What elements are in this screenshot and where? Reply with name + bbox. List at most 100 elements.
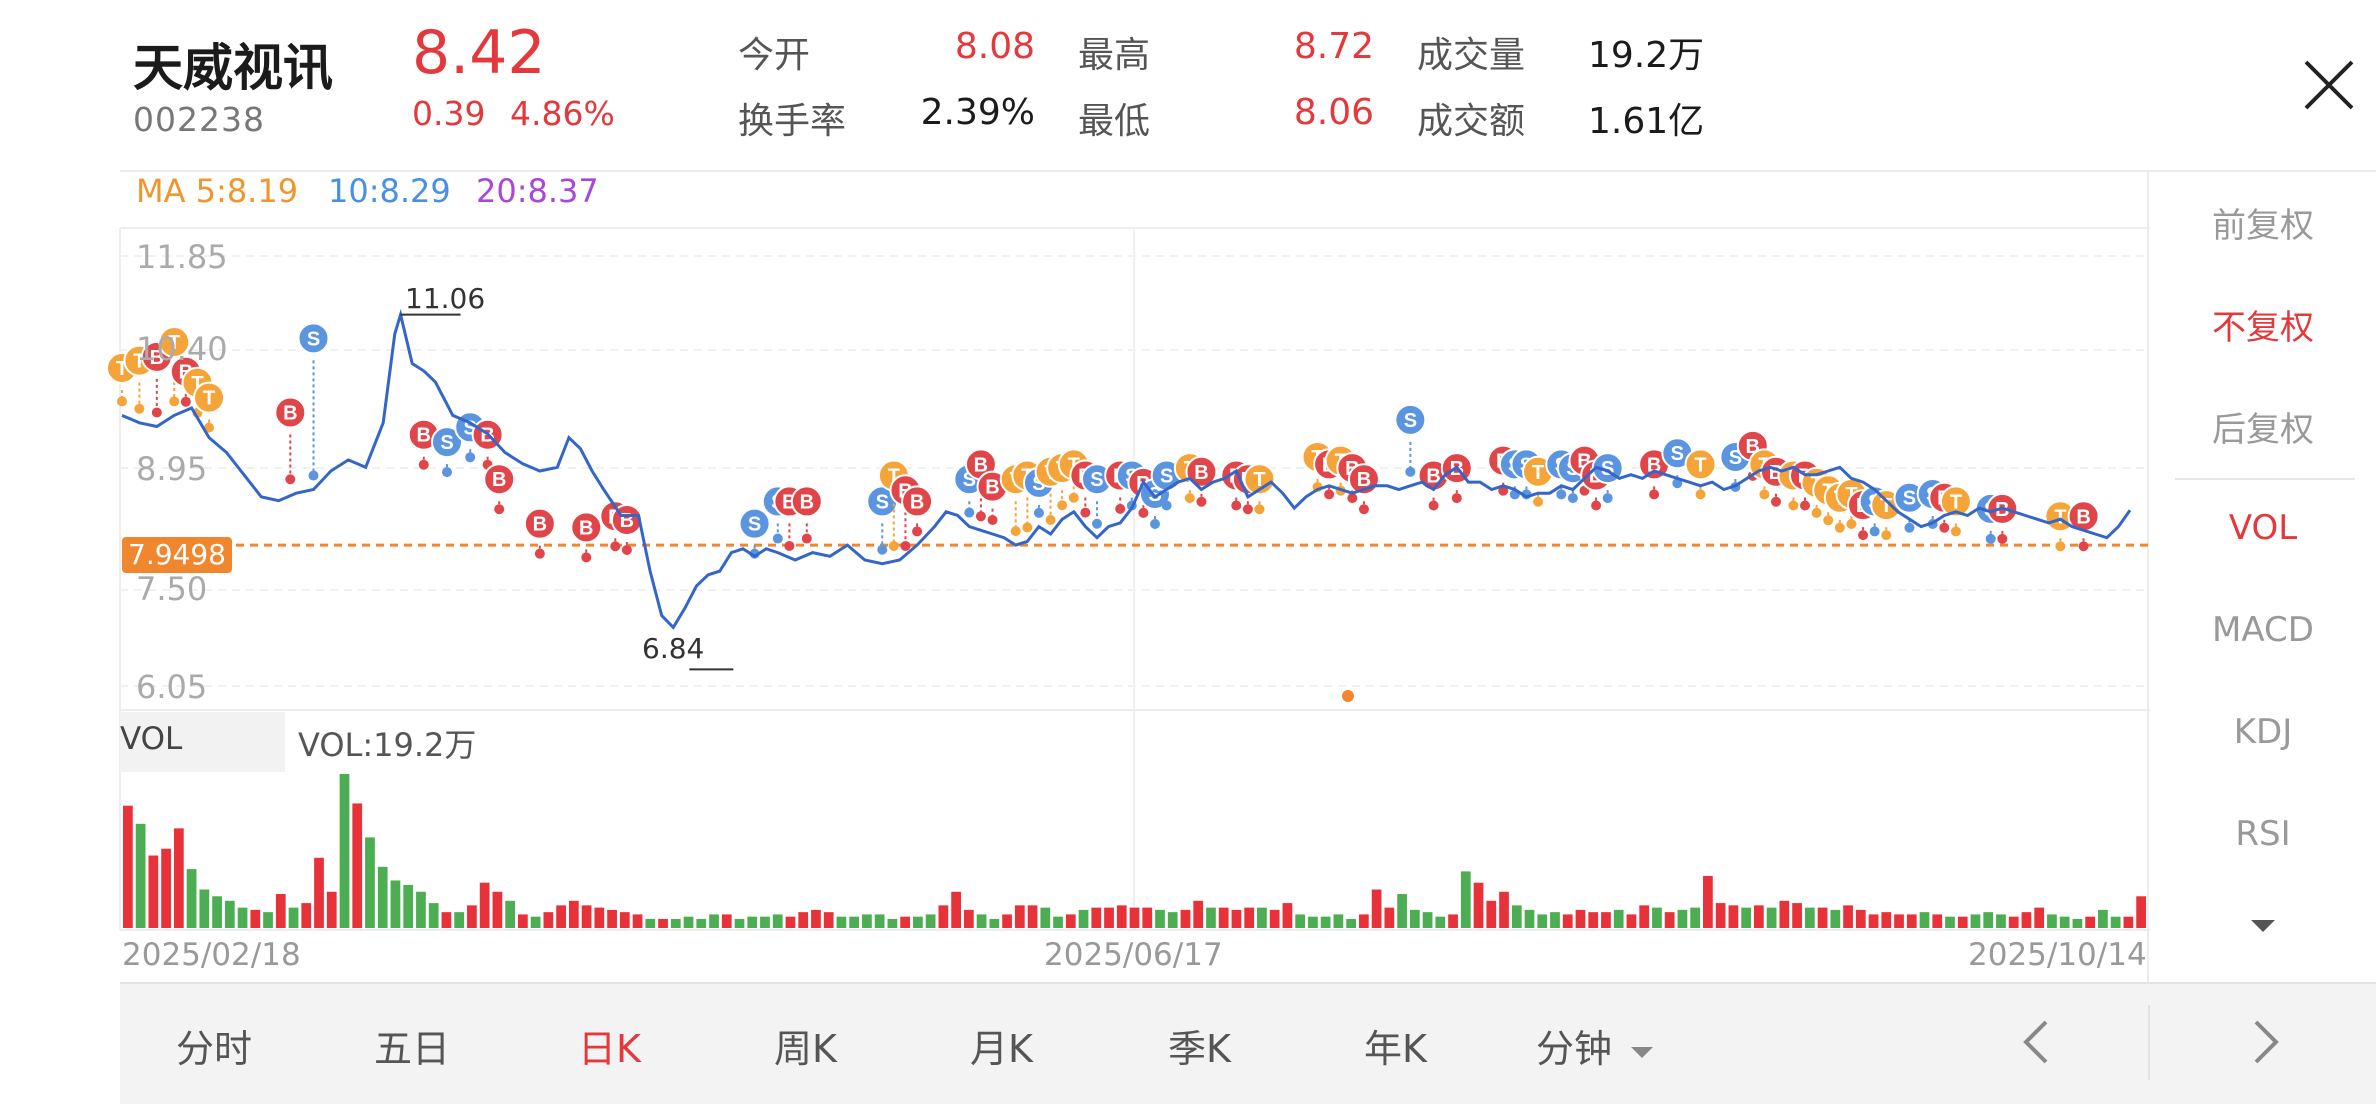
- price-change: 0.39: [412, 94, 486, 133]
- signal-dot: [1556, 489, 1567, 500]
- volume-bar: [2136, 896, 2146, 928]
- sidebar-more-button[interactable]: [2250, 918, 2276, 938]
- volume-bar: [441, 912, 452, 928]
- tab-five-day[interactable]: 五日: [374, 1027, 451, 1071]
- signal-dot: [1823, 515, 1834, 526]
- volume-bar: [454, 912, 465, 928]
- volume-label: 成交量: [1417, 35, 1526, 76]
- signal-marker: [523, 507, 556, 540]
- tab-daily-k[interactable]: 日K: [578, 1027, 641, 1071]
- y-tick-label: 11.85: [136, 238, 228, 276]
- next-button[interactable]: [2234, 1012, 2294, 1072]
- volume-bar: [1601, 912, 1611, 928]
- signal-dot: [1022, 522, 1033, 533]
- volume-bar: [1257, 907, 1267, 928]
- signal-marker: [274, 396, 307, 429]
- volume-bar: [785, 916, 796, 928]
- volume-bar: [568, 900, 579, 928]
- signal-marker: [193, 381, 226, 414]
- signal-marker-label: S: [748, 514, 761, 536]
- vol-indicator-label: VOL: [120, 721, 183, 757]
- sidebar-item-vol[interactable]: VOL: [2228, 508, 2298, 548]
- volume-bar: [1881, 912, 1892, 928]
- signal-marker-label: B: [283, 402, 297, 424]
- volume-bar: [1932, 914, 1943, 928]
- signal-dot: [117, 396, 127, 407]
- volume-bar: [556, 905, 566, 928]
- volume-bar: [1320, 916, 1331, 928]
- volume-bar: [339, 774, 350, 928]
- close-button[interactable]: [2300, 56, 2358, 114]
- signal-marker: [901, 485, 934, 518]
- volume-bar: [326, 891, 337, 928]
- tab-quarterly-k[interactable]: 季K: [1168, 1027, 1231, 1071]
- signal-dot: [418, 459, 429, 470]
- sidebar-item-backward-adjust[interactable]: 后复权: [2212, 410, 2314, 450]
- tab-monthly-k[interactable]: 月K: [970, 1027, 1033, 1071]
- low-value: 8.06: [1293, 92, 1374, 133]
- sidebar-item-no-adjust[interactable]: 不复权: [2212, 308, 2314, 348]
- tab-yearly-k[interactable]: 年K: [1364, 1027, 1427, 1071]
- tab-minute[interactable]: 分钟: [1536, 1018, 1654, 1073]
- volume-bar: [925, 914, 936, 928]
- tab-intraday[interactable]: 分时: [176, 1027, 253, 1071]
- volume-bar: [1562, 914, 1573, 928]
- volume-bar: [951, 891, 961, 928]
- volume-bar: [530, 916, 541, 928]
- volume-bar: [811, 909, 821, 928]
- vol-indicator-tab[interactable]: VOL: [120, 712, 285, 772]
- volume-bar: [2098, 909, 2108, 928]
- signal-marker: [790, 485, 823, 518]
- nav-divider: [2148, 1005, 2150, 1080]
- signal-dot: [534, 548, 545, 559]
- signal-marker-label: T: [203, 388, 215, 410]
- volume-bar: [377, 866, 388, 928]
- sidebar-item-kdj[interactable]: KDJ: [2233, 712, 2293, 752]
- volume-bar: [963, 909, 974, 928]
- prev-button[interactable]: [2008, 1012, 2068, 1072]
- open-value: 8.08: [954, 26, 1035, 67]
- signal-dot: [1904, 522, 1915, 533]
- amount-label: 成交额: [1417, 101, 1526, 142]
- volume-bar: [1180, 909, 1191, 928]
- volume-bar: [1753, 905, 1764, 928]
- sidebar-item-macd[interactable]: MACD: [2212, 610, 2314, 650]
- signal-dot: [441, 467, 452, 478]
- signal-dot: [1834, 522, 1845, 533]
- signal-dot: [1533, 496, 1544, 507]
- volume-bar: [1091, 907, 1102, 928]
- volume-bar: [1142, 907, 1153, 928]
- signal-dot: [465, 452, 476, 463]
- signal-dot: [610, 541, 621, 552]
- volume-bar: [581, 905, 592, 928]
- signal-dot: [1950, 526, 1961, 537]
- signal-dot: [1254, 504, 1265, 515]
- sidebar-item-rsi[interactable]: RSI: [2235, 814, 2291, 854]
- signal-marker-label: B: [417, 425, 431, 447]
- volume-bar: [1384, 907, 1395, 928]
- volume-bar: [2008, 916, 2019, 928]
- price-line: [121, 308, 2132, 630]
- volume-bar: [1358, 914, 1369, 928]
- volume-bar: [479, 882, 490, 928]
- volume-bar: [1002, 914, 1012, 928]
- signal-dot: [180, 396, 191, 407]
- volume-bar: [2059, 916, 2070, 928]
- signal-marker-label: T: [1880, 495, 1892, 517]
- signal-dot: [1115, 503, 1126, 514]
- signal-dot: [581, 552, 592, 563]
- signal-dot: [784, 540, 795, 551]
- volume-bar: [1779, 900, 1790, 928]
- volume-bar: [2110, 916, 2121, 928]
- signal-dot: [1695, 489, 1706, 500]
- volume-bar: [2072, 918, 2083, 928]
- signal-dot: [1811, 507, 1822, 518]
- signal-marker: [430, 426, 463, 459]
- tab-weekly-k[interactable]: 周K: [774, 1027, 837, 1071]
- caret-down-icon: [2251, 920, 2275, 932]
- sidebar-item-forward-adjust[interactable]: 前复权: [2212, 206, 2314, 246]
- volume-bar: [1511, 905, 1522, 928]
- volume-bar: [913, 916, 923, 928]
- turnover-label: 换手率: [738, 101, 847, 142]
